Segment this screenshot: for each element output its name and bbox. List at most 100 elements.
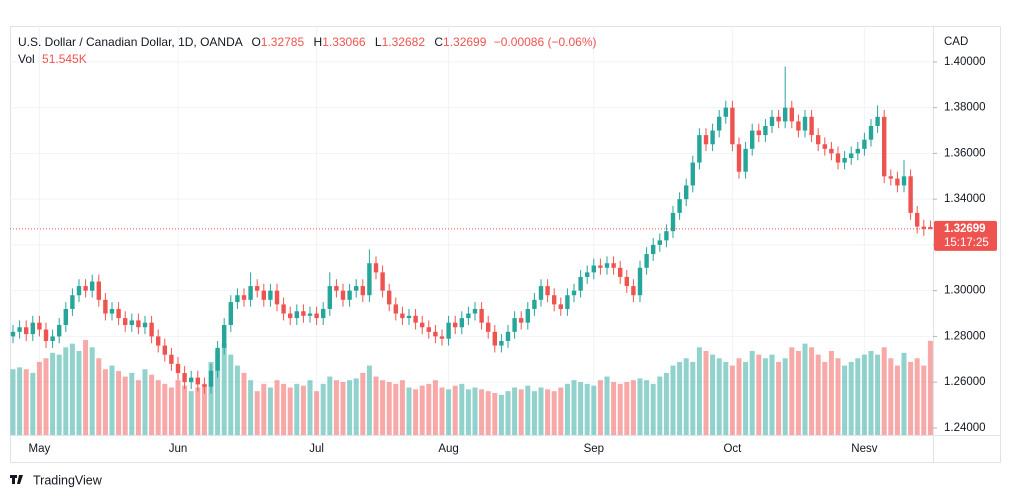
volume-bar bbox=[716, 358, 722, 435]
volume-bar bbox=[10, 369, 16, 435]
candle-body bbox=[750, 130, 755, 149]
volume-bar bbox=[901, 352, 907, 435]
symbol-title: U.S. Dollar / Canadian Dollar, 1D, OANDA bbox=[18, 35, 243, 49]
x-tick-label: Nesv bbox=[851, 443, 877, 455]
volume-bar bbox=[96, 358, 102, 435]
volume-bar bbox=[545, 389, 551, 435]
candle-body bbox=[862, 139, 867, 149]
volume-bar bbox=[505, 391, 511, 435]
volume-bar bbox=[327, 376, 333, 435]
candle-body bbox=[888, 176, 893, 179]
volume-bar bbox=[822, 361, 828, 435]
volume-bar bbox=[340, 382, 346, 435]
candle-body bbox=[314, 313, 319, 319]
candle-body bbox=[274, 290, 280, 305]
volume-bar bbox=[36, 361, 42, 435]
candle-body bbox=[677, 199, 682, 213]
candle-body bbox=[789, 107, 794, 122]
volume-bar bbox=[776, 361, 782, 435]
price-tag-value: 1.32699 bbox=[944, 223, 986, 235]
candle-body bbox=[268, 290, 273, 300]
candle-body bbox=[875, 116, 880, 126]
candle-body bbox=[479, 308, 484, 323]
volume-bar bbox=[578, 382, 584, 435]
volume-bar bbox=[604, 376, 610, 435]
volume-bar bbox=[307, 380, 313, 435]
candle-body bbox=[604, 263, 610, 268]
high-key: H bbox=[313, 35, 323, 49]
candle-body bbox=[849, 153, 854, 158]
volume-bar bbox=[835, 358, 841, 435]
candle-body bbox=[505, 331, 511, 341]
volume-bar bbox=[782, 358, 788, 435]
candle-body bbox=[235, 295, 240, 303]
candle-body bbox=[261, 290, 266, 300]
candle-body bbox=[664, 231, 669, 241]
volume-bar bbox=[366, 365, 372, 435]
volume-bar bbox=[657, 376, 663, 435]
volume-bar bbox=[868, 350, 874, 435]
candle-body bbox=[96, 281, 101, 300]
price-tag bbox=[934, 220, 997, 251]
candle-body bbox=[175, 363, 181, 374]
candle-body bbox=[756, 130, 761, 136]
candle-body bbox=[354, 286, 359, 291]
volume-bar bbox=[142, 369, 148, 435]
candle-body bbox=[321, 308, 326, 319]
candle-body bbox=[241, 295, 247, 300]
y-tick-label: 1.38000 bbox=[944, 102, 986, 114]
volume-bar bbox=[571, 380, 577, 435]
volume-bar bbox=[56, 354, 62, 435]
volume-value: 51.545K bbox=[42, 52, 87, 66]
candle-body bbox=[915, 212, 920, 227]
volume-bar bbox=[89, 347, 95, 435]
candle-body bbox=[413, 315, 418, 323]
volume-bar bbox=[347, 380, 353, 435]
candle-body bbox=[670, 212, 676, 232]
candle-body bbox=[439, 336, 445, 339]
candle-body bbox=[644, 254, 649, 268]
volume-bar bbox=[162, 383, 168, 435]
volume-bar bbox=[386, 382, 392, 435]
volume-bar bbox=[703, 350, 709, 435]
volume-bar bbox=[399, 380, 405, 435]
volume-bar bbox=[135, 380, 141, 435]
volume-bar bbox=[360, 372, 366, 435]
volume-bar bbox=[479, 389, 485, 435]
volume-bar bbox=[855, 358, 861, 435]
candle-body bbox=[809, 116, 814, 136]
candle-body bbox=[618, 267, 623, 277]
volume-bar bbox=[63, 347, 69, 435]
candle-body bbox=[116, 308, 121, 319]
volume-bar bbox=[234, 365, 240, 435]
candle-body bbox=[360, 286, 365, 296]
candle-body bbox=[783, 107, 788, 122]
candle-body bbox=[248, 286, 253, 300]
volume-bar bbox=[518, 389, 524, 435]
volume-bar bbox=[492, 392, 498, 435]
volume-bar bbox=[611, 382, 617, 435]
candle-body bbox=[585, 272, 590, 277]
candle-body bbox=[446, 322, 451, 339]
volume-bar bbox=[564, 383, 570, 435]
candle-body bbox=[822, 144, 827, 149]
candle-body bbox=[123, 318, 128, 325]
candle-body bbox=[109, 308, 115, 314]
candle-body bbox=[624, 276, 629, 287]
x-tick-label: Sep bbox=[584, 443, 604, 455]
candle-body bbox=[717, 116, 722, 131]
volume-bar bbox=[208, 361, 214, 435]
candle-body bbox=[703, 135, 709, 145]
volume-bar bbox=[558, 387, 564, 435]
volume-bar bbox=[789, 347, 795, 435]
volume-bar bbox=[446, 389, 452, 435]
volume-bar bbox=[584, 383, 590, 435]
x-tick-label: Jun bbox=[169, 443, 188, 455]
volume-bar bbox=[452, 385, 458, 435]
volume-bar bbox=[195, 387, 201, 435]
volume-bar bbox=[591, 385, 597, 435]
candle-body bbox=[631, 286, 636, 296]
candle-body bbox=[202, 384, 207, 387]
volume-bar bbox=[320, 383, 326, 435]
